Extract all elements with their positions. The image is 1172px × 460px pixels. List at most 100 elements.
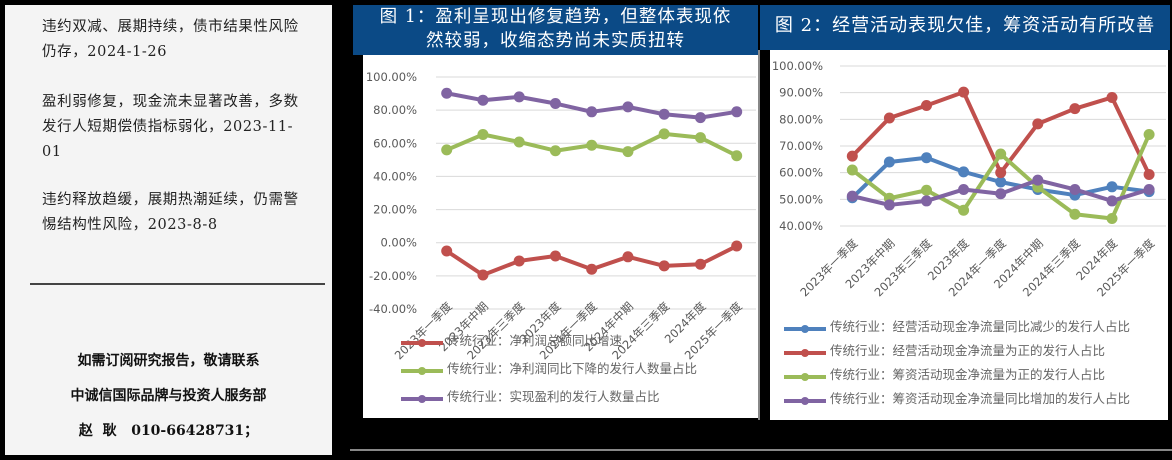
data-point[interactable] [995, 188, 1007, 200]
data-point[interactable] [658, 260, 670, 272]
data-point[interactable] [1143, 169, 1155, 181]
data-point[interactable] [883, 112, 895, 124]
legend-swatch-icon [782, 394, 828, 405]
data-point[interactable] [1032, 174, 1044, 186]
data-point[interactable] [883, 156, 895, 168]
y-tick-label: 40.00% [373, 169, 417, 183]
chart1-svg: 100.00% 80.00% 60.00% 40.00% 20.00% 0.00% -20.… [366, 70, 756, 362]
data-point[interactable] [513, 136, 525, 148]
news-link-1[interactable]: 违约双减、展期持续，债市结果性风险仍存，2024-1-26 [42, 19, 299, 60]
y-tick-label: 100.00% [366, 70, 417, 84]
data-point[interactable] [958, 86, 970, 98]
data-point[interactable] [921, 184, 932, 196]
data-point[interactable] [441, 144, 453, 156]
news-link-2[interactable]: 盈利弱修复，现金流未显著改善，多数发行人短期偿债指标弱化，2023-11-01 [42, 94, 299, 160]
legend-swatch-icon [782, 346, 828, 357]
data-point[interactable] [731, 240, 743, 252]
data-point[interactable] [1069, 208, 1081, 220]
divider [30, 283, 325, 285]
legend-swatch-icon [399, 392, 445, 403]
data-point[interactable] [731, 150, 743, 162]
data-point[interactable] [586, 106, 598, 118]
data-point[interactable] [549, 145, 561, 157]
data-point[interactable] [694, 258, 706, 270]
legend-swatch-icon [399, 364, 445, 375]
legend-swatch-icon [782, 370, 828, 381]
data-point[interactable] [694, 112, 706, 124]
data-point[interactable] [477, 94, 489, 106]
y-tick-label: 90.00% [779, 86, 823, 100]
data-point[interactable] [921, 152, 932, 164]
contact-line-1: 如需订阅研究报告，敬请联系 [77, 353, 260, 369]
chart1-title-line-2: 然较弱，收缩态势尚未实质扭转 [426, 31, 685, 51]
data-point[interactable] [513, 255, 525, 267]
data-point[interactable] [513, 91, 525, 103]
data-point[interactable] [921, 195, 932, 207]
data-point[interactable] [1069, 183, 1081, 195]
y-tick-label: 80.00% [779, 112, 823, 126]
legend-label: 传统行业：净利润同比下降的发行人数量占比 [447, 361, 698, 376]
data-point[interactable] [1106, 91, 1118, 103]
data-point[interactable] [441, 245, 453, 257]
data-point[interactable] [658, 128, 670, 140]
data-point[interactable] [694, 132, 706, 144]
bottom-rule [350, 449, 1172, 451]
data-point[interactable] [995, 148, 1007, 160]
y-tick-label: 60.00% [779, 166, 823, 180]
data-point[interactable] [622, 101, 634, 113]
data-point[interactable] [549, 98, 561, 110]
legend-label: 传统行业：筹资活动现金净流量同比增加的发行人占比 [830, 391, 1131, 406]
legend-swatch-icon [782, 322, 828, 333]
data-point[interactable] [731, 106, 743, 118]
data-point[interactable] [477, 129, 489, 141]
data-point[interactable] [921, 99, 932, 111]
chart2-title: 图 2：经营活动表现欠佳，筹资活动有所改善 [760, 5, 1170, 50]
chart2-svg: 100.00% 90.00% 80.00% 70.00% 60.00% 50.00% 40.… [772, 59, 1166, 299]
data-point[interactable] [549, 250, 561, 262]
data-point[interactable] [995, 176, 1007, 188]
data-point[interactable] [1106, 213, 1118, 225]
y-tick-label: 80.00% [373, 103, 417, 117]
news-link-3[interactable]: 违约释放趋缓，展期热潮延续，仍需警惕结构性风险，2023-8-8 [42, 192, 299, 233]
data-point[interactable] [441, 87, 453, 99]
chart2-left-border [758, 50, 760, 420]
data-point[interactable] [1032, 118, 1044, 130]
left-panel: 违约双减、展期持续，债市结果性风险仍存，2024-1-26 盈利弱修复，现金流未… [5, 5, 332, 455]
data-point[interactable] [958, 204, 970, 216]
data-point[interactable] [622, 146, 634, 158]
contact-line-2: 中诚信国际品牌与投资人服务部 [70, 388, 267, 404]
y-tick-label: -40.00% [369, 302, 417, 316]
data-point[interactable] [1069, 103, 1081, 115]
legend-label: 传统行业：实现盈利的发行人数量占比 [447, 389, 660, 404]
data-point[interactable] [658, 108, 670, 120]
data-point[interactable] [1143, 129, 1155, 141]
data-point[interactable] [622, 251, 634, 263]
data-point[interactable] [1143, 183, 1155, 195]
contact-line-3: 赵 耿 010-66428731； [78, 423, 259, 439]
legend-label: 传统行业：筹资活动现金净流量为正的发行人占比 [830, 367, 1106, 382]
y-tick-label: 40.00% [779, 219, 823, 233]
y-tick-label: 70.00% [779, 139, 823, 153]
y-tick-label: -20.00% [369, 269, 417, 283]
data-point[interactable] [846, 190, 858, 202]
legend-label: 传统行业：经营活动现金净流量同比减少的发行人占比 [830, 319, 1131, 334]
data-point[interactable] [958, 166, 970, 178]
legend-label: 传统行业：经营活动现金净流量为正的发行人占比 [830, 343, 1106, 358]
data-point[interactable] [1106, 181, 1118, 193]
data-point[interactable] [883, 199, 895, 211]
y-tick-label: 60.00% [373, 136, 417, 150]
data-point[interactable] [586, 139, 598, 151]
chart2-title-line-1: 图 2：经营活动表现欠佳，筹资活动有所改善 [774, 15, 1156, 36]
chart1-plot: 100.00% 80.00% 60.00% 40.00% 20.00% 0.00% -20.… [363, 55, 758, 418]
data-point[interactable] [846, 150, 858, 162]
y-tick-label: 100.00% [772, 59, 823, 73]
chart2-plot: 100.00% 90.00% 80.00% 70.00% 60.00% 50.00% 40.… [770, 50, 1168, 420]
chart1-title-line-1: 图 1：盈利呈现出修复趋势，但整体表现依 [379, 7, 732, 27]
legend-label: 传统行业：净利润总额同比增速 [447, 333, 623, 348]
data-point[interactable] [995, 167, 1007, 179]
data-point[interactable] [958, 183, 970, 195]
data-point[interactable] [846, 164, 858, 176]
data-point[interactable] [477, 269, 489, 281]
data-point[interactable] [1106, 195, 1118, 207]
data-point[interactable] [586, 263, 598, 275]
